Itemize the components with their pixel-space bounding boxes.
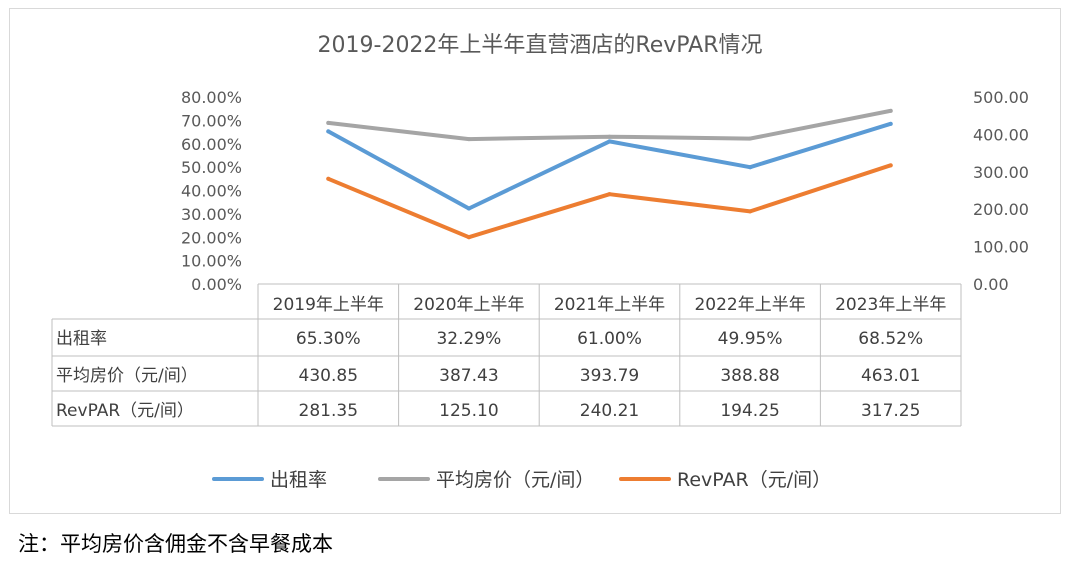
table-cell-value: 430.85 [299, 366, 358, 386]
table-cell-value: 387.43 [439, 366, 498, 386]
y-left-tick-label: 0.00% [191, 275, 242, 294]
y-left-tick-label: 40.00% [181, 182, 242, 201]
table-cell-value: 463.01 [861, 366, 920, 386]
x-category-label: 2023年上半年 [835, 295, 946, 315]
legend-label: 出租率 [270, 469, 327, 491]
table-cell-value: 65.30% [296, 329, 361, 349]
y-left-tick-label: 60.00% [181, 135, 242, 154]
y-right-tick-label: 400.00 [973, 125, 1029, 144]
table-cell-value: 281.35 [299, 401, 358, 421]
table-cell-value: 240.21 [580, 401, 639, 421]
data-point [326, 176, 331, 181]
table-row-header: 出租率 [56, 329, 107, 349]
table-cell-value: 125.10 [439, 401, 498, 421]
data-point [607, 139, 612, 144]
data-point [326, 129, 331, 134]
y-right-tick-label: 200.00 [973, 200, 1029, 219]
x-category-label: 2019年上半年 [273, 295, 384, 315]
table-cell-value: 32.29% [436, 329, 501, 349]
table-row-header: 平均房价（元/间） [56, 366, 198, 386]
table-cell-value: 61.00% [577, 329, 642, 349]
x-category-label: 2022年上半年 [694, 295, 805, 315]
data-point [748, 209, 753, 214]
table-cell-value: 393.79 [580, 366, 639, 386]
table-cell-value: 68.52% [858, 329, 923, 349]
x-category-label: 2021年上半年 [554, 295, 665, 315]
data-point [326, 120, 331, 125]
chart-frame [9, 8, 1061, 514]
y-right-tick-label: 0.00 [973, 275, 1009, 294]
table-cell-value: 317.25 [861, 401, 920, 421]
y-left-tick-label: 50.00% [181, 158, 242, 177]
table-cell-value: 194.25 [720, 401, 779, 421]
table-row-header: RevPAR（元/间） [56, 401, 194, 421]
y-right-tick-label: 100.00 [973, 238, 1029, 257]
data-point [466, 206, 471, 211]
data-point [888, 108, 893, 113]
x-category-label: 2020年上半年 [413, 295, 524, 315]
y-right-tick-label: 500.00 [973, 88, 1029, 107]
data-point [748, 136, 753, 141]
data-point [748, 165, 753, 170]
chart-title: 2019-2022年上半年直营酒店的RevPAR情况 [318, 33, 763, 58]
y-left-tick-label: 10.00% [181, 252, 242, 271]
data-point [466, 137, 471, 142]
table-cell-value: 388.88 [720, 366, 779, 386]
legend-label: RevPAR（元/间） [677, 469, 831, 491]
y-left-tick-label: 70.00% [181, 111, 242, 130]
y-left-tick-label: 20.00% [181, 228, 242, 247]
data-point [607, 192, 612, 197]
y-left-tick-label: 30.00% [181, 205, 242, 224]
table-cell-value: 49.95% [718, 329, 783, 349]
y-right-tick-label: 300.00 [973, 163, 1029, 182]
data-point [607, 134, 612, 139]
data-point [888, 163, 893, 168]
data-point [466, 235, 471, 240]
footnote: 注：平均房价含佣金不含早餐成本 [18, 532, 333, 556]
y-left-tick-label: 80.00% [181, 88, 242, 107]
data-point [888, 121, 893, 126]
legend-label: 平均房价（元/间） [436, 469, 594, 491]
